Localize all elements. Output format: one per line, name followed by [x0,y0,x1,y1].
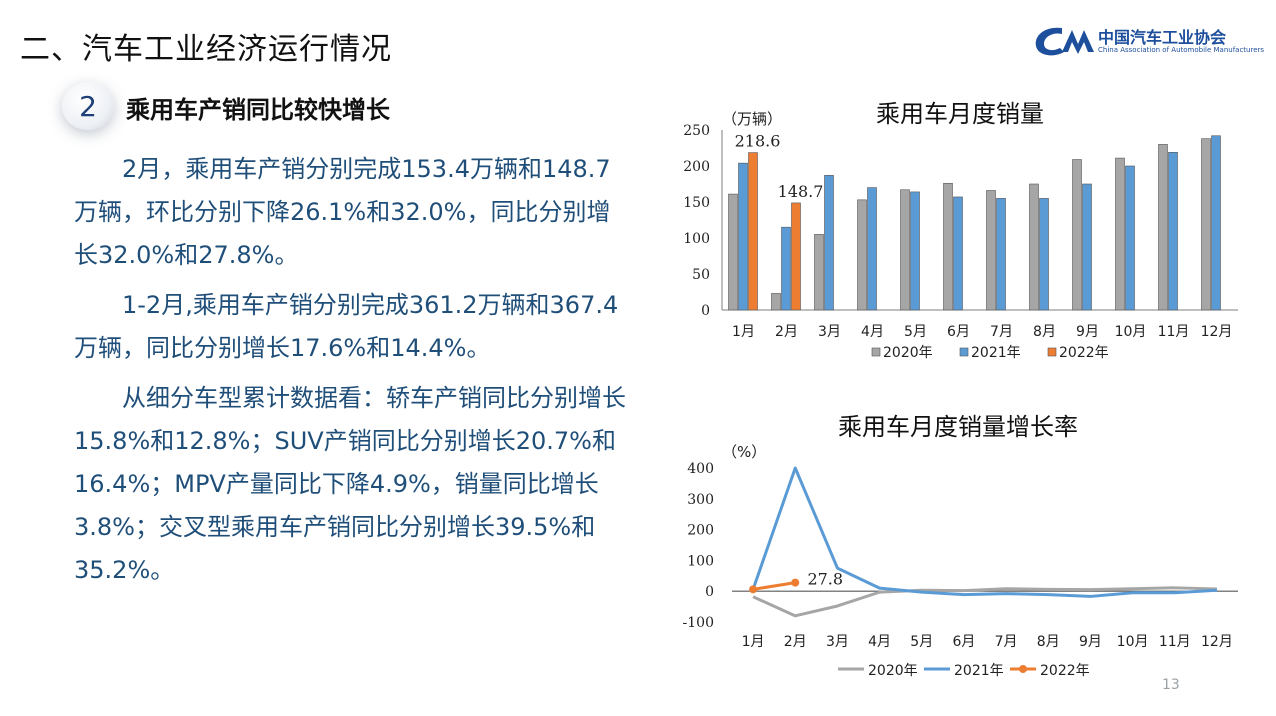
line-chart-y-tick-label: 200 [687,523,714,539]
bar-2020年-6月 [943,182,953,311]
bar-chart-y-unit: （万辆） [722,110,782,128]
bar-chart-x-tick-label: 2月 [775,324,798,340]
line-chart-y-tick-label: 300 [687,492,714,508]
line-chart-y-tick-label: -100 [683,615,714,631]
line-chart-x-tick-label: 9月 [1079,634,1102,650]
bar-2021年-11月 [1168,152,1178,311]
bar-2022年-1月 [748,152,758,311]
bar-chart-x-tick-label: 3月 [818,324,841,340]
bar-2021年-6月 [953,196,963,311]
line-legend-label: 2020年 [868,663,918,679]
bar-2020年-5月 [900,189,910,311]
bar-2020年-7月 [986,190,996,311]
line-chart-x-tick-label: 4月 [868,634,891,650]
bar-2020年-10月 [1115,157,1125,311]
bar-chart-y-tick-label: 150 [683,195,710,211]
page-number: 13 [1162,677,1180,693]
bar-chart-x-tick-label: 7月 [990,324,1013,340]
line-chart-title: 乘用车月度销量增长率 [838,413,1078,441]
bar-2020年-4月 [857,199,867,311]
logo-chinese-name: 中国汽车工业协会 [1098,28,1227,47]
line-point-2022年 [791,578,800,587]
line-chart-x-tick-label: 10月 [1117,634,1149,650]
bar-chart-title: 乘用车月度销量 [876,100,1044,128]
line-series-2022年 [752,581,796,591]
bar-2020年-12月 [1201,138,1211,311]
bar-legend-swatch-2021年 [959,347,969,357]
paragraph-segments: 从细分车型累计数据看：轿车产销同比分别增长15.8%和12.8%；SUV产销同比… [74,384,626,584]
bar-chart-x-tick-label: 6月 [947,324,970,340]
line-chart-x-tick-label: 6月 [952,634,975,650]
bar-2021年-9月 [1082,183,1092,311]
bar-2020年-2月 [771,293,781,311]
line-chart-y-unit: （%） [722,443,766,461]
line-chart-y-tick-label: 100 [687,553,714,569]
logo-english-name: China Association of Automobile Manufact… [1098,46,1265,54]
paragraph-february: 2月，乘用车产销分别完成153.4万辆和148.7万辆，环比分别下降26.1%和… [74,155,611,269]
line-chart-y-tick-label: 0 [705,584,714,600]
bar-legend-swatch-2020年 [871,347,881,357]
line-legend-label: 2021年 [954,663,1004,679]
bar-chart-x-tick-label: 8月 [1033,324,1056,340]
bar-chart-y-tick-label: 100 [683,231,710,247]
caam-logo: 中国汽车工业协会 China Association of Automobile… [1032,22,1264,62]
line-chart-x-tick-label: 12月 [1201,634,1233,650]
line-chart-y-tick-label: 400 [687,461,714,477]
section-number-badge: 2 [62,82,114,130]
bar-2021年-2月 [781,226,791,311]
line-legend-label: 2022年 [1040,663,1090,679]
bar-legend-label: 2021年 [971,345,1021,361]
line-series-2020年 [752,586,1217,618]
monthly-sales-bar-chart: 乘用车月度销量 （万辆） 0 50 100 150 200 250 1月 2月 3月 4月 5月 6月 7月… [683,100,1238,361]
bar-data-label: 218.6 [735,132,781,151]
slide-title: 二、汽车工业经济运行情况 [20,32,392,67]
paragraph-jan-feb: 1-2月,乘用车产销分别完成361.2万辆和367.4万辆，同比分别增长17.6… [74,291,619,362]
bar-2021年-3月 [824,175,834,311]
bar-data-label: 148.7 [778,182,824,201]
bar-2020年-11月 [1158,144,1168,311]
line-data-label: 27.8 [807,570,843,589]
monthly-growth-line-chart: 乘用车月度销量增长率 （%） -100 0 100 200 300 400 1月 2月 3月 4月 5月… [683,413,1238,679]
bar-chart-x-tick-label: 11月 [1158,324,1190,340]
caam-logo-icon [1035,27,1094,56]
line-chart-x-tick-label: 5月 [910,634,933,650]
line-chart-x-tick-label: 7月 [995,634,1018,650]
bar-2020年-3月 [814,234,824,311]
bar-2021年-12月 [1211,135,1221,311]
line-legend-marker [1019,665,1027,673]
section-title: 乘用车产销同比较快增长 [126,96,390,124]
bar-chart-y-tick-label: 0 [701,303,710,319]
bar-2021年-5月 [910,191,920,311]
line-chart-x-tick-label: 8月 [1037,634,1060,650]
bar-2020年-1月 [728,193,738,311]
bar-2021年-7月 [996,198,1006,311]
bar-chart-x-tick-label: 10月 [1115,324,1147,340]
bar-chart-x-tick-label: 1月 [732,324,755,340]
line-chart-x-tick-label: 1月 [742,634,765,650]
bar-2020年-9月 [1072,159,1082,311]
bar-chart-y-tick-label: 50 [692,267,710,283]
line-chart-x-tick-label: 11月 [1159,634,1191,650]
bar-chart-x-tick-label: 4月 [861,324,884,340]
bar-legend-label: 2022年 [1059,345,1109,361]
line-chart-x-tick-label: 3月 [826,634,849,650]
bar-2022年-2月 [791,202,801,311]
line-series-2021年 [751,466,1218,598]
bar-chart-y-tick-label: 200 [683,159,710,175]
bar-2021年-8月 [1039,198,1049,311]
bar-legend-swatch-2022年 [1047,347,1057,357]
bar-chart-x-tick-label: 5月 [904,324,927,340]
bar-chart-y-tick-label: 250 [683,123,710,139]
line-chart-x-tick-label: 2月 [784,634,807,650]
bar-2020年-8月 [1029,183,1039,311]
bar-2021年-4月 [867,187,877,311]
bar-chart-x-tick-label: 12月 [1201,324,1233,340]
bar-chart-x-tick-label: 9月 [1076,324,1099,340]
bar-legend-label: 2020年 [883,345,933,361]
bar-2021年-10月 [1125,165,1135,311]
bar-2021年-1月 [738,162,748,311]
line-point-2022年 [749,585,758,594]
